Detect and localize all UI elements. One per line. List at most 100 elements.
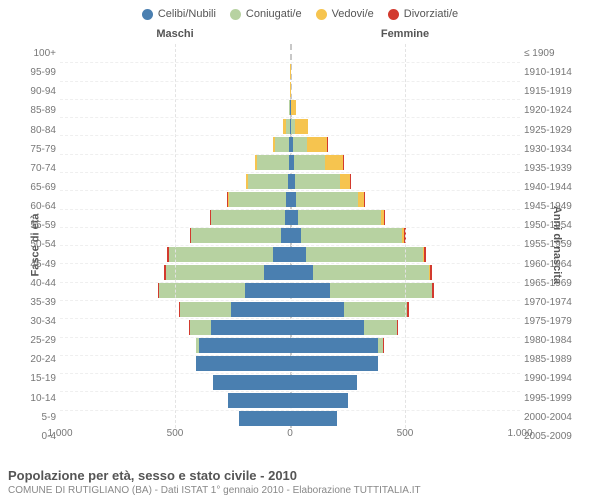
bar bbox=[290, 247, 467, 262]
age-label: 70-74 bbox=[22, 159, 56, 178]
legend-swatch bbox=[388, 9, 399, 20]
bar bbox=[200, 155, 290, 170]
bar-segment bbox=[211, 210, 284, 225]
bar-segment bbox=[199, 338, 290, 353]
x-axis-right: 5001.000 bbox=[290, 428, 520, 446]
bar-segment bbox=[424, 247, 426, 262]
bar-segment bbox=[196, 356, 290, 371]
bar bbox=[290, 46, 293, 61]
bar-segment bbox=[275, 137, 289, 152]
birth-label: 1935-1939 bbox=[524, 159, 582, 178]
pyramid-row bbox=[60, 318, 520, 336]
bar bbox=[272, 100, 290, 115]
pyramid-row bbox=[60, 282, 520, 300]
bar bbox=[290, 356, 433, 371]
bar-segment bbox=[159, 283, 244, 298]
age-label: 40-44 bbox=[22, 274, 56, 293]
bar bbox=[290, 100, 326, 115]
bar-segment bbox=[294, 155, 325, 170]
row-divider bbox=[60, 410, 520, 411]
age-label: 75-79 bbox=[22, 140, 56, 159]
legend-label: Coniugati/e bbox=[246, 8, 302, 20]
birth-label: 1975-1979 bbox=[524, 312, 582, 331]
birth-label: 1970-1974 bbox=[524, 293, 582, 312]
bar-segment bbox=[325, 155, 343, 170]
bar-segment bbox=[281, 228, 290, 243]
birth-label: 2005-2009 bbox=[524, 427, 582, 446]
bar bbox=[120, 265, 290, 280]
birth-label: 1955-1959 bbox=[524, 235, 582, 254]
bar-segment bbox=[344, 302, 407, 317]
pyramid-row bbox=[60, 44, 520, 62]
legend-item: Celibi/Nubili bbox=[142, 8, 216, 20]
pyramid-row bbox=[60, 99, 520, 117]
bar-segment bbox=[298, 210, 381, 225]
bar-segment bbox=[264, 265, 290, 280]
row-divider bbox=[60, 99, 520, 100]
bar-segment bbox=[228, 393, 290, 408]
bar-segment bbox=[340, 174, 351, 189]
plot-area bbox=[60, 44, 520, 428]
pyramid-bars bbox=[60, 44, 520, 428]
birth-label: 2000-2004 bbox=[524, 408, 582, 427]
row-divider bbox=[60, 355, 520, 356]
bar-segment bbox=[290, 228, 301, 243]
legend-label: Divorziati/e bbox=[404, 8, 458, 20]
pyramid-row bbox=[60, 81, 520, 99]
pyramid-row bbox=[60, 135, 520, 153]
bar bbox=[290, 228, 453, 243]
row-divider bbox=[60, 117, 520, 118]
row-divider bbox=[60, 318, 520, 319]
bar-segment bbox=[295, 119, 309, 134]
row-divider bbox=[60, 391, 520, 392]
bar-segment bbox=[290, 210, 298, 225]
legend-swatch bbox=[230, 9, 241, 20]
bar bbox=[251, 119, 290, 134]
bar-segment bbox=[290, 393, 348, 408]
x-axis-left: 1.0005000 bbox=[60, 428, 290, 446]
bar-segment bbox=[407, 302, 408, 317]
birth-label: 1920-1924 bbox=[524, 101, 582, 120]
bar bbox=[227, 137, 290, 152]
bar-segment bbox=[211, 320, 290, 335]
age-label: 60-64 bbox=[22, 197, 56, 216]
bar-segment bbox=[290, 320, 364, 335]
legend-label: Celibi/Nubili bbox=[158, 8, 216, 20]
bar-segment bbox=[273, 247, 290, 262]
legend-label: Vedovi/e bbox=[332, 8, 374, 20]
bar-segment bbox=[290, 356, 378, 371]
pyramid-row bbox=[60, 227, 520, 245]
row-divider bbox=[60, 62, 520, 63]
pyramid-row bbox=[60, 373, 520, 391]
row-divider bbox=[60, 227, 520, 228]
bar bbox=[290, 265, 471, 280]
birth-label: 1990-1994 bbox=[524, 369, 582, 388]
legend-swatch bbox=[316, 9, 327, 20]
bar-segment bbox=[330, 283, 432, 298]
age-label: 65-69 bbox=[22, 178, 56, 197]
pyramid-row bbox=[60, 263, 520, 281]
bar bbox=[290, 174, 408, 189]
bar bbox=[157, 375, 290, 390]
age-label: 10-14 bbox=[22, 389, 56, 408]
bar-segment bbox=[290, 411, 337, 426]
pyramid-row bbox=[60, 154, 520, 172]
x-tick: 500 bbox=[397, 428, 414, 439]
pyramid-row bbox=[60, 300, 520, 318]
age-label: 100+ bbox=[22, 44, 56, 63]
x-tick: 1.000 bbox=[507, 428, 532, 439]
x-axis: 1.0005000 5001.000 bbox=[60, 428, 520, 446]
bar bbox=[290, 192, 421, 207]
bar-segment bbox=[290, 283, 330, 298]
pyramid-row bbox=[60, 190, 520, 208]
bar bbox=[130, 302, 290, 317]
bar-segment bbox=[257, 155, 289, 170]
age-label: 15-19 bbox=[22, 369, 56, 388]
bar-segment bbox=[296, 192, 358, 207]
age-label: 80-84 bbox=[22, 121, 56, 140]
pyramid-row bbox=[60, 209, 520, 227]
bar-segment bbox=[397, 320, 398, 335]
row-divider bbox=[60, 337, 520, 338]
row-divider bbox=[60, 135, 520, 136]
bar bbox=[116, 283, 290, 298]
